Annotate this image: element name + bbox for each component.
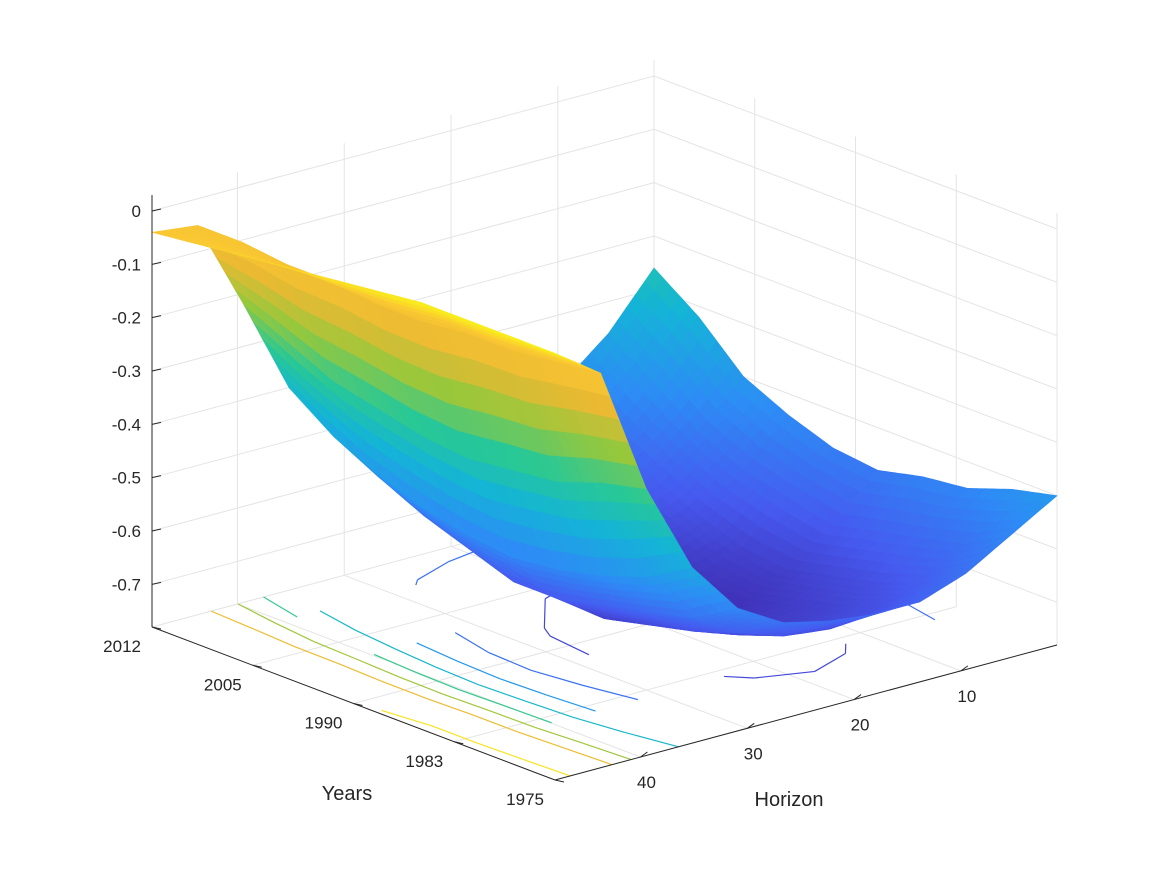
contour-segment (381, 709, 433, 727)
x-tick (746, 722, 755, 729)
y-tick-label: 1990 (305, 714, 343, 733)
contour-segment (488, 652, 532, 671)
z-tick-label: -0.5 (112, 469, 141, 488)
contour-segment (355, 629, 396, 650)
contour-segment (724, 675, 755, 679)
surface-mesh (151, 224, 1058, 637)
z-tick (151, 261, 162, 265)
contour-segment (499, 678, 547, 696)
x-axis-title: Horizon (755, 789, 824, 811)
z-tick (151, 208, 162, 212)
z-tick (151, 421, 162, 425)
contour-segment (505, 705, 552, 724)
contour-segment (624, 731, 679, 748)
z-tick-label: -0.4 (112, 415, 141, 434)
contour-segment (456, 660, 500, 680)
z-tick-label: -0.6 (112, 522, 141, 541)
z-tick (151, 475, 162, 479)
contour-segment (546, 694, 596, 712)
z-tick (151, 315, 162, 319)
contour-segment (549, 635, 590, 656)
contour-segment (582, 684, 638, 701)
contour-segment (454, 632, 490, 654)
y-tick (151, 626, 162, 630)
surface-facet (545, 349, 565, 358)
contour-segment (543, 627, 551, 637)
contour-segment (458, 689, 506, 707)
contour-segment (417, 561, 449, 581)
contour-segment (472, 714, 519, 733)
contour-segment (442, 693, 490, 712)
y-tick-label: 1983 (405, 752, 443, 771)
z-tick (151, 528, 162, 532)
x-tick-label: 10 (957, 687, 976, 706)
contour-segment (253, 628, 296, 648)
x-tick (960, 665, 969, 672)
contour-segment (356, 658, 399, 678)
contour-segment (415, 579, 419, 586)
z-tick (151, 368, 162, 372)
contour-segment (530, 669, 584, 686)
contour-segment (210, 610, 254, 630)
z-tick-label: -0.1 (112, 255, 141, 274)
contour-segment (572, 716, 625, 733)
contour-segment (543, 608, 546, 628)
contour-segment (534, 726, 584, 744)
contour-segment (394, 648, 436, 668)
contour-segment (814, 652, 846, 672)
z-tick (151, 581, 162, 585)
x-tick (640, 751, 648, 758)
x-tick (853, 694, 862, 700)
y-tick (454, 741, 464, 745)
x-tick-label: 20 (851, 716, 870, 735)
contour-segment (431, 725, 478, 744)
contour-segment (517, 731, 566, 749)
y-tick-label: 2005 (204, 675, 242, 694)
y-tick (353, 703, 363, 706)
contour-segment (319, 610, 356, 631)
contour-segment (523, 758, 571, 777)
contour-segment (263, 596, 298, 618)
contour-segment (477, 683, 526, 702)
y-tick-label: 2012 (103, 637, 141, 656)
x-tick-label: 40 (637, 773, 656, 792)
contour-segment (237, 603, 276, 624)
y-tick (252, 664, 262, 668)
contour-segment (564, 747, 613, 766)
horizon-axis-line (554, 644, 1058, 781)
contour-segment (435, 666, 479, 686)
z-tick-label: 0 (132, 202, 141, 221)
z-tick-label: -0.2 (112, 309, 141, 328)
contour-segment (294, 646, 340, 665)
z-tick-label: -0.3 (112, 362, 141, 381)
y-axis-title: Years (322, 783, 372, 805)
contour-segment (415, 671, 460, 691)
contour-segment (754, 670, 815, 679)
contour-segment (524, 700, 573, 718)
y-tick-label: 1975 (506, 790, 544, 809)
contour-segment (313, 641, 357, 660)
contour-segment (398, 676, 443, 695)
contour-segment (476, 742, 524, 761)
y-tick (554, 779, 565, 783)
contour-segment (274, 622, 315, 643)
x-tick-label: 30 (744, 744, 763, 763)
contour-segment (381, 680, 427, 699)
z-tick-label: -0.7 (112, 575, 141, 594)
contour-segment (416, 642, 458, 662)
contour-segment (426, 697, 474, 716)
contour-segment (583, 742, 632, 761)
contour-segment (338, 663, 383, 682)
contour-segment (488, 710, 535, 728)
contour-segment (373, 653, 416, 673)
y-floor-gridline (454, 606, 957, 743)
axis-ticks: 0 -0.1 -0.2 -0.3 -0.4 -0.5 -0.6 -0.7 10 20 30 40 197… (103, 202, 976, 809)
